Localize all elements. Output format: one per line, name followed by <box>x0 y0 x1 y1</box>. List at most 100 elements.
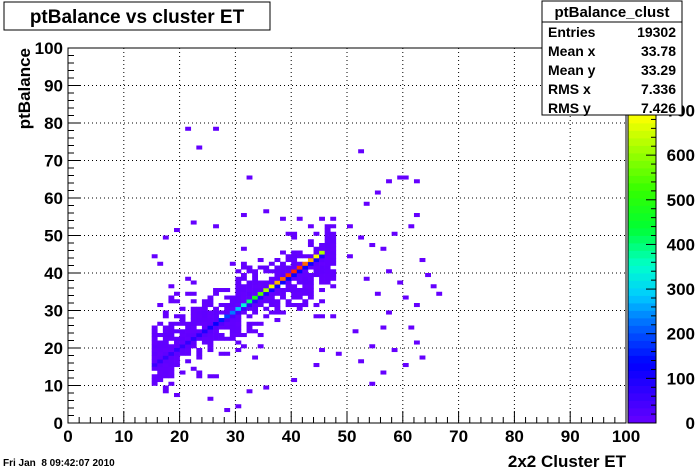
heatmap-bin <box>207 295 214 300</box>
heatmap-bin <box>397 280 404 285</box>
heatmap-bin <box>174 329 180 334</box>
heatmap-bin <box>240 295 247 300</box>
heatmap-bin <box>268 284 275 289</box>
heatmap-bin <box>157 366 164 371</box>
heatmap-bin <box>257 299 264 304</box>
heatmap-bin <box>274 276 281 281</box>
heatmap-bin <box>174 228 180 233</box>
heatmap-bin <box>174 344 180 349</box>
heatmap-bin <box>190 310 197 315</box>
y-tick-label: 100 <box>35 39 63 58</box>
heatmap-bin <box>302 254 309 259</box>
heatmap-bin <box>185 126 192 131</box>
heatmap-bin <box>179 333 186 338</box>
z-tick-label: 500 <box>667 191 695 210</box>
heatmap-bin <box>207 374 214 379</box>
heatmap-bin <box>319 314 325 319</box>
z-tick-label: 400 <box>667 235 695 254</box>
heatmap-bin <box>291 288 298 293</box>
heatmap-bin <box>168 359 175 364</box>
heatmap-bin <box>307 273 314 278</box>
palette-step <box>628 348 656 356</box>
heatmap-bin <box>162 351 169 356</box>
heatmap-bin <box>196 336 203 341</box>
heatmap-bin <box>324 265 331 270</box>
heatmap-bin <box>252 355 259 360</box>
heatmap-bin <box>319 246 325 251</box>
heatmap-bin <box>291 378 298 383</box>
heatmap-bin <box>257 291 264 296</box>
heatmap-bin <box>263 314 270 319</box>
heatmap-bin <box>268 269 275 274</box>
palette-step <box>628 273 656 281</box>
heatmap-bin <box>218 333 225 338</box>
heatmap-bin <box>196 318 203 323</box>
z-tick-label: 0 <box>686 414 695 433</box>
y-tick-label: 60 <box>44 189 63 208</box>
heatmap-bin <box>196 355 203 360</box>
heatmap-bin <box>162 329 169 334</box>
stats-label: Mean y <box>548 62 596 78</box>
heatmap-bin <box>307 265 314 270</box>
heatmap-bin <box>285 265 292 270</box>
heatmap-bin <box>274 258 281 263</box>
heatmap-bin <box>235 284 242 289</box>
heatmap-bin <box>369 381 376 386</box>
heatmap-bin <box>280 273 286 278</box>
heatmap-bin <box>246 265 253 270</box>
heatmap-bin <box>218 336 225 341</box>
heatmap-bin <box>307 295 314 300</box>
y-tick-label: 20 <box>44 339 63 358</box>
heatmap-bin <box>274 299 281 304</box>
heatmap-bin <box>229 336 236 341</box>
heatmap-bin <box>190 280 197 285</box>
heatmap-bin <box>313 269 320 274</box>
heatmap-bin <box>229 318 236 323</box>
z-tick-label: 300 <box>667 280 695 299</box>
heatmap-bin <box>319 243 325 248</box>
palette-step <box>628 130 656 139</box>
heatmap-bin <box>235 299 242 304</box>
heatmap-bin <box>285 273 292 278</box>
heatmap-bin <box>174 299 180 304</box>
heatmap-bin <box>213 224 219 229</box>
heatmap-bin <box>291 265 298 270</box>
heatmap-bin <box>280 310 286 315</box>
heatmap-bin <box>185 336 192 341</box>
heatmap-bin <box>280 216 286 221</box>
heatmap-bin <box>157 321 164 326</box>
heatmap-bin <box>302 288 309 293</box>
heatmap-bin <box>179 348 186 353</box>
heatmap-bin <box>324 250 331 255</box>
heatmap-bin <box>185 344 192 349</box>
heatmap-bin <box>151 329 158 334</box>
palette-step <box>628 280 656 289</box>
heatmap-bin <box>201 340 208 345</box>
heatmap-bin <box>324 239 331 244</box>
heatmap-bin <box>201 314 208 319</box>
heatmap-bin <box>185 340 192 345</box>
heatmap-bin <box>246 280 253 285</box>
stats-label: RMS x <box>548 81 591 97</box>
heatmap-bin <box>229 310 236 315</box>
heatmap-bin <box>302 291 309 296</box>
heatmap-bin <box>280 261 286 266</box>
heatmap-bin <box>168 295 175 300</box>
heatmap-bin <box>168 325 175 330</box>
heatmap-bin <box>280 250 286 255</box>
heatmap-bin <box>257 295 264 300</box>
heatmap-bin <box>179 321 186 326</box>
heatmap-bin <box>291 235 298 240</box>
heatmap-bin <box>240 310 247 315</box>
heatmap-bin <box>213 306 219 311</box>
heatmap-bin <box>174 291 180 296</box>
heatmap-bin <box>313 363 320 368</box>
z-tick-label: 600 <box>667 146 695 165</box>
heatmap-bin <box>296 280 303 285</box>
palette-step <box>628 198 656 206</box>
heatmap-bin <box>319 216 325 221</box>
heatmap-bin <box>196 374 203 379</box>
z-tick-label: 200 <box>667 325 695 344</box>
heatmap-bin <box>207 310 214 315</box>
heatmap-bin <box>263 209 270 214</box>
